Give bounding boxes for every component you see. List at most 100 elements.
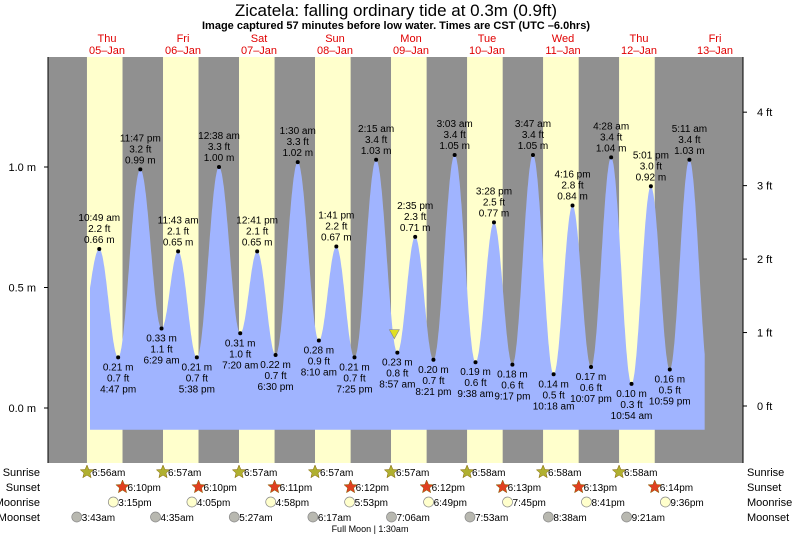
right-tick-label: 3 ft [757, 181, 772, 193]
high-tide-m-label: 1.00 m [204, 153, 235, 164]
moonset-row-label-right: Moonset [747, 512, 789, 524]
high-tide-point [413, 234, 418, 239]
high-tide-m-label: 1.05 m [518, 141, 549, 152]
high-tide-time-label: 2:15 am [358, 124, 394, 135]
tide-area [90, 155, 705, 430]
moonrise-icon [265, 496, 277, 508]
moonrise-time: 5:53pm [355, 498, 388, 509]
moonset-row-label-left: Moonset [0, 512, 40, 524]
sunrise-icon [307, 464, 323, 479]
high-tide-ft-label: 3.4 ft [522, 130, 544, 141]
low-tide-ft-label: 0.7 ft [343, 373, 365, 384]
high-tide-ft-label: 2.2 ft [325, 222, 347, 233]
sunset-icon [191, 479, 206, 494]
low-tide-ft-label: 0.5 ft [542, 390, 564, 401]
low-tide-m-label: 0.21 m [182, 362, 213, 373]
moonrise-time: 6:49pm [434, 498, 467, 509]
sunrise-time: 6:58am [472, 468, 505, 479]
date-label: 06–Jan [165, 45, 201, 57]
high-tide-point [687, 157, 692, 162]
moonrise-icon [186, 496, 198, 508]
low-tide-time-label: 5:38 pm [179, 384, 215, 395]
high-tide-time-label: 1:30 am [280, 126, 316, 137]
low-tide-time-label: 10:07 pm [570, 394, 612, 405]
date-label: 09–Jan [393, 45, 429, 57]
low-tide-m-label: 0.21 m [103, 362, 134, 373]
day-of-week-label: Fri [177, 33, 190, 45]
sunrise-icon [383, 464, 399, 479]
high-tide-point [138, 167, 143, 172]
low-tide-time-label: 6:29 am [143, 355, 179, 366]
high-tide-time-label: 5:11 am [672, 124, 707, 135]
sunrise-icon [231, 464, 247, 479]
low-tide-time-label: 9:38 am [457, 389, 493, 400]
high-tide-time-label: 11:47 pm [120, 133, 161, 144]
sunset-time: 6:10pm [204, 483, 237, 494]
moonrise-icon [502, 496, 513, 508]
low-tide-ft-label: 0.7 ft [422, 376, 444, 387]
low-tide-ft-label: 0.5 ft [659, 385, 681, 396]
sunrise-icon [459, 464, 475, 479]
date-label: 11–Jan [545, 45, 580, 57]
low-tide-point [238, 331, 243, 336]
moonset-time: 8:38am [553, 513, 586, 524]
day-of-week-label: Tue [478, 33, 497, 45]
low-tide-time-label: 8:10 am [301, 368, 337, 379]
high-tide-m-label: 0.92 m [636, 172, 667, 183]
high-tide-m-label: 1.02 m [282, 148, 313, 159]
high-tide-point [176, 249, 181, 254]
moonrise-row-label-left: Moonrise [0, 497, 40, 509]
left-tick-label: 0.0 m [8, 403, 36, 415]
high-tide-point [334, 244, 339, 249]
axes: 0.0 m 0.5 m 1.0 m 0 ft 1 ft 2 ft 3 ft 4 ft [8, 57, 772, 463]
moonset-icon [228, 511, 240, 523]
moonset-time: 3:43am [82, 513, 115, 524]
moonset-icon [621, 511, 632, 523]
low-tide-m-label: 0.14 m [538, 379, 569, 390]
sunrise-row-label-right: Sunrise [747, 467, 784, 479]
high-tide-m-label: 1.05 m [439, 141, 470, 152]
high-tide-ft-label: 3.4 ft [444, 130, 466, 141]
low-tide-ft-label: 1.0 ft [229, 349, 251, 360]
low-tide-m-label: 0.16 m [654, 374, 685, 385]
high-tide-m-label: 1.03 m [361, 146, 392, 157]
moonset-icon [71, 511, 83, 523]
high-tide-point [295, 160, 300, 165]
sunrise-icon [535, 464, 551, 479]
high-tide-ft-label: 3.3 ft [287, 137, 309, 148]
low-tide-time-label: 8:57 am [379, 380, 415, 391]
low-tide-time-label: 10:18 am [533, 401, 575, 412]
sunrise-time: 6:56am [92, 468, 125, 479]
right-tick-label: 2 ft [757, 254, 772, 266]
high-tide-m-label: 0.65 m [163, 237, 194, 248]
sunrise-icon [79, 464, 95, 479]
high-tide-m-label: 1.03 m [674, 146, 705, 157]
high-tide-m-label: 0.67 m [321, 233, 352, 244]
high-tide-point [217, 165, 222, 169]
low-tide-time-label: 8:21 pm [415, 387, 451, 398]
low-tide-point [395, 350, 400, 355]
high-tide-m-label: 0.65 m [242, 237, 273, 248]
high-tide-point [97, 246, 102, 251]
low-tide-ft-label: 0.8 ft [386, 369, 408, 380]
low-tide-m-label: 0.33 m [146, 333, 177, 344]
sunset-time: 6:10pm [128, 483, 161, 494]
low-tide-m-label: 0.23 m [382, 358, 413, 369]
moonrise-icon [344, 496, 355, 508]
low-tide-m-label: 0.17 m [576, 372, 607, 383]
sunset-time: 6:13pm [584, 483, 617, 494]
high-tide-m-label: 0.77 m [479, 208, 510, 219]
high-tide-m-label: 0.66 m [84, 235, 115, 246]
low-tide-point [352, 355, 357, 360]
moonrise-row-label-right: Moonrise [747, 497, 792, 509]
high-tide-ft-label: 3.4 ft [600, 132, 622, 143]
date-label: 08–Jan [317, 45, 353, 57]
high-tide-time-label: 1:41 pm [318, 211, 354, 222]
low-tide-point [273, 352, 278, 357]
high-tide-time-label: 3:28 pm [476, 186, 512, 197]
high-tide-ft-label: 2.5 ft [483, 197, 505, 208]
sunset-icon [115, 479, 130, 494]
high-tide-m-label: 0.71 m [400, 223, 431, 234]
low-tide-m-label: 0.28 m [304, 346, 335, 357]
day-of-week-label: Fri [709, 33, 722, 45]
